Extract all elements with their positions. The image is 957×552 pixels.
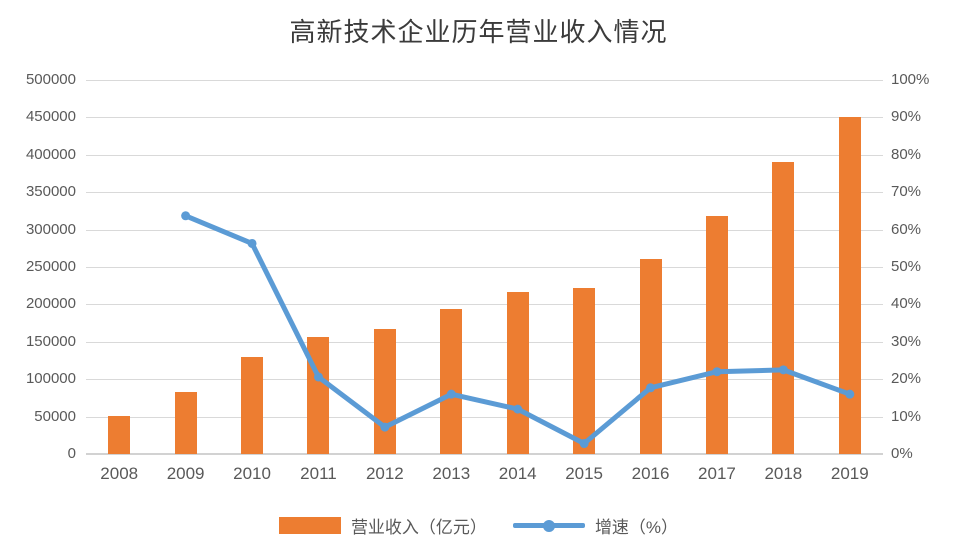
line-marker: [446, 389, 456, 399]
left-axis-tick: 150000: [25, 332, 76, 350]
line-marker: [845, 389, 855, 399]
x-axis-label: 2018: [764, 464, 803, 483]
line-marker: [181, 211, 191, 221]
gridline: [86, 192, 883, 194]
left-axis-tick: 100000: [25, 370, 76, 388]
x-axis-label: 2013: [432, 464, 471, 483]
right-axis-tick: 30%: [891, 332, 922, 350]
gridline: [86, 416, 883, 418]
left-axis-tick: 200000: [25, 295, 76, 313]
line-marker: [313, 372, 323, 382]
right-axis-tick: 50%: [891, 258, 922, 275]
right-axis-tick: 20%: [891, 370, 922, 388]
right-axis-tick: 70%: [891, 183, 922, 201]
x-axis-label: 2019: [830, 464, 869, 483]
bar: [639, 258, 662, 454]
legend-bar-label: 营业收入（亿元）: [350, 518, 487, 537]
x-axis-label: 2015: [565, 464, 604, 483]
bar: [440, 308, 463, 454]
line-marker: [778, 365, 788, 375]
left-axis-tick: 250000: [25, 258, 76, 275]
gridline: [86, 379, 883, 381]
x-axis-label: 2010: [233, 464, 271, 483]
left-axis-tick: 500000: [25, 71, 76, 88]
gridline: [86, 154, 883, 156]
bar: [573, 287, 596, 454]
legend-line-label: 增速（%）: [594, 518, 679, 537]
left-axis-tick: 350000: [25, 183, 76, 201]
legend-bar-swatch: [278, 517, 341, 534]
right-axis-tick: 40%: [891, 295, 922, 313]
bar: [838, 116, 861, 454]
right-axis-tick: 10%: [891, 407, 922, 425]
gridline: [86, 341, 883, 343]
gridline: [86, 267, 883, 268]
bar: [174, 391, 197, 454]
right-axis-tick: 60%: [891, 220, 922, 238]
bar: [772, 162, 795, 454]
x-axis-label: 2012: [365, 464, 404, 483]
left-axis-tick: 300000: [25, 220, 76, 238]
left-axis-tick: 450000: [25, 108, 76, 126]
x-axis-label: 2014: [498, 464, 537, 483]
x-axis-label: 2017: [698, 464, 736, 483]
line-marker: [513, 404, 523, 414]
line-series: [181, 211, 855, 449]
x-axis-label: 2011: [300, 464, 337, 483]
line-marker: [646, 383, 656, 393]
right-axis-tick: 80%: [891, 145, 922, 163]
gridline: [86, 80, 883, 81]
x-axis-line: [86, 453, 883, 455]
bar: [705, 216, 728, 454]
legend: 营业收入（亿元） 增速（%）: [0, 513, 957, 538]
left-axis-tick: 400000: [25, 145, 76, 163]
right-axis-tick: 0%: [891, 445, 913, 462]
left-axis-tick: 50000: [34, 407, 76, 425]
line-marker: [247, 238, 257, 248]
gridline: [86, 117, 883, 119]
right-axis-tick: 90%: [891, 108, 922, 126]
gridline: [86, 304, 883, 306]
x-axis-label: 2009: [166, 464, 205, 483]
gridline: [86, 229, 883, 231]
plot-area: [86, 80, 883, 455]
chart-title: 高新技术企业历年营业收入情况: [289, 18, 668, 47]
line-marker: [579, 439, 589, 449]
legend-line-marker-icon: [542, 519, 555, 532]
bar: [241, 356, 264, 454]
bar: [108, 415, 131, 454]
x-axis-label: 2016: [631, 464, 670, 483]
line-marker: [380, 422, 390, 432]
left-axis-tick: 0: [67, 445, 76, 462]
legend-line-swatch: [512, 519, 585, 532]
line-marker: [712, 367, 722, 377]
right-axis-tick: 100%: [891, 71, 930, 88]
x-axis-label: 2008: [100, 464, 139, 483]
